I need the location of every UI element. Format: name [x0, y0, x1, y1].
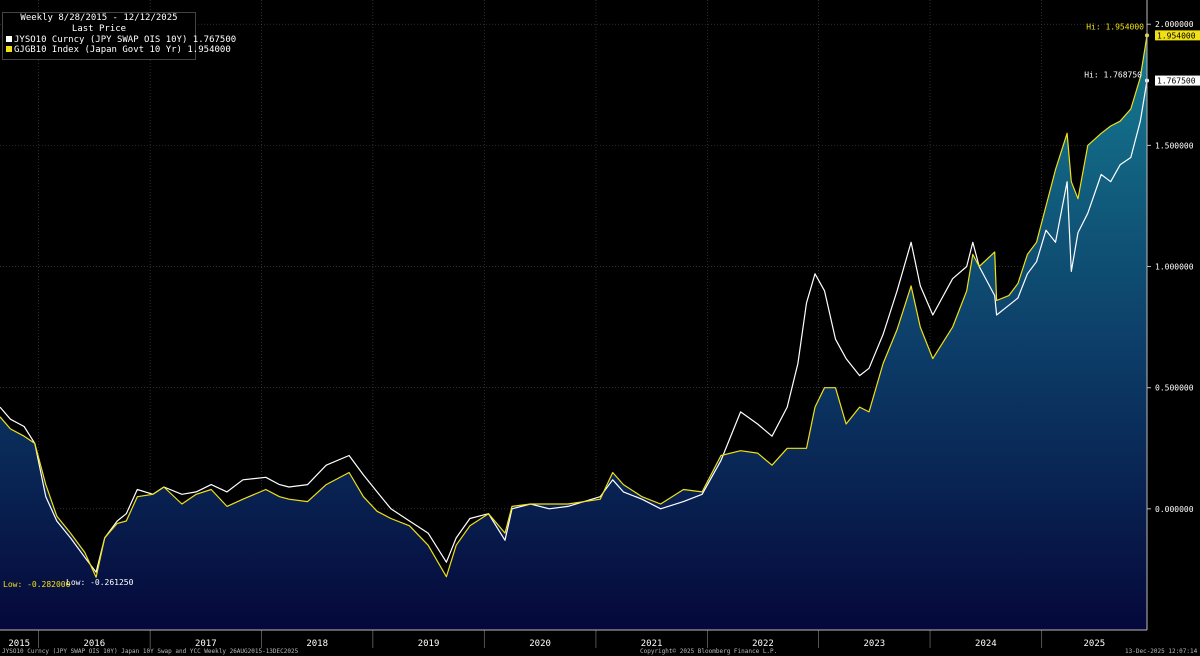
x-tick-label: 2023 — [864, 639, 886, 649]
high-label-gjgb10: Hi: 1.954000 — [1086, 22, 1144, 31]
last-value-tag-jyso10-bg — [1155, 75, 1200, 86]
y-tick-label: 1.500000 — [1155, 141, 1194, 150]
x-tick-label: 2022 — [752, 639, 774, 649]
legend: Weekly 8/28/2015 - 12/12/2025 Last Price… — [2, 12, 236, 60]
footer: JYSO10 Curncy (JPY SWAP OIS 10Y) Japan 1… — [0, 648, 1200, 656]
last-value-tag-gjgb10-bg — [1155, 30, 1200, 41]
x-tick-label: 2015 — [8, 639, 30, 649]
legend-label: JYSO10 Curncy (JPY SWAP OIS 10Y) 1.76750… — [14, 35, 237, 45]
x-tick-label: 2018 — [306, 639, 328, 649]
series-line-jyso10 — [0, 80, 1148, 573]
chart-subtitle: Last Price — [71, 24, 127, 34]
x-tick-label: 2021 — [641, 639, 663, 649]
legend-entry-jyso10: JYSO10 Curncy (JPY SWAP OIS 10Y) 1.76750… — [3, 35, 236, 45]
footer-timestamp: 13-Dec-2025 12:07:14 — [1125, 648, 1198, 655]
y-tick-label: 0.500000 — [1155, 384, 1194, 393]
y-tick-label: 2.000000 — [1155, 20, 1194, 29]
high-label-jyso10: Hi: 1.768750 — [1084, 71, 1142, 80]
area-fill-gjgb10 — [0, 35, 1147, 630]
area-fill-layer — [0, 35, 1147, 630]
last-value-tag-gjgb10: 1.954000 — [1157, 31, 1196, 40]
x-tick-label: 2024 — [975, 639, 997, 649]
series-line-gjgb10 — [0, 35, 1148, 578]
x-tick-label: 2020 — [529, 639, 551, 649]
x-tick-label: 2019 — [418, 639, 440, 649]
low-label-jyso10: Low: -0.261250 — [66, 578, 134, 587]
x-tick-label: 2025 — [1084, 639, 1106, 649]
footer-copyright: Copyright© 2025 Bloomberg Finance L.P. — [640, 648, 778, 655]
annotation-labels: 1.954000 1.767500 Hi: 1.954000 Hi: 1.768750… — [3, 22, 1200, 589]
last-value-tag-jyso10: 1.767500 — [1157, 77, 1196, 86]
legend-label: GJGB10 Index (Japan Govt 10 Yr) 1.954000 — [14, 45, 231, 55]
legend-entry-gjgb10: GJGB10 Index (Japan Govt 10 Yr) 1.954000 — [3, 45, 231, 55]
x-tick-label: 2017 — [195, 639, 217, 649]
legend-swatch-yellow — [6, 46, 12, 52]
y-tick-label: 0.000000 — [1155, 505, 1194, 514]
chart-title: Weekly 8/28/2015 - 12/12/2025 — [20, 13, 178, 23]
x-tick-label: 2016 — [83, 639, 105, 649]
low-label-gjgb10: Low: -0.282000 — [3, 580, 71, 589]
footer-chart-description: JYSO10 Curncy (JPY SWAP OIS 10Y) Japan 1… — [2, 648, 299, 655]
legend-swatch-white — [6, 36, 12, 42]
y-tick-label: 1.000000 — [1155, 263, 1194, 272]
